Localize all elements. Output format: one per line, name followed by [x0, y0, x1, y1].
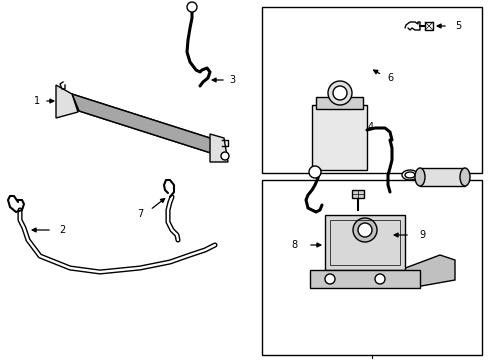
Ellipse shape — [459, 168, 469, 186]
Circle shape — [374, 274, 384, 284]
Bar — [309, 270, 419, 288]
Circle shape — [308, 166, 320, 178]
Polygon shape — [209, 134, 227, 162]
Bar — [325, 215, 404, 270]
Circle shape — [186, 2, 197, 12]
Bar — [329, 220, 399, 265]
Text: 6: 6 — [386, 73, 392, 83]
Circle shape — [352, 218, 376, 242]
Text: 1: 1 — [34, 96, 40, 106]
Bar — [351, 190, 363, 198]
Ellipse shape — [404, 172, 414, 178]
Bar — [424, 22, 432, 30]
Circle shape — [332, 86, 346, 100]
Bar — [311, 105, 366, 170]
Bar — [315, 97, 362, 109]
Text: 8: 8 — [290, 240, 296, 250]
Circle shape — [357, 223, 371, 237]
Polygon shape — [399, 255, 454, 288]
Bar — [419, 168, 464, 186]
Text: 2: 2 — [59, 225, 65, 235]
Polygon shape — [72, 94, 217, 155]
Circle shape — [221, 152, 228, 160]
Bar — [261, 7, 481, 173]
Text: 3: 3 — [228, 75, 235, 85]
Ellipse shape — [401, 170, 417, 180]
Text: 7: 7 — [137, 209, 143, 219]
Bar — [261, 180, 481, 355]
Text: 5: 5 — [454, 21, 460, 31]
Circle shape — [327, 81, 351, 105]
Text: 9: 9 — [418, 230, 424, 240]
Text: 4: 4 — [367, 122, 373, 132]
Polygon shape — [56, 85, 78, 118]
Circle shape — [325, 274, 334, 284]
Ellipse shape — [414, 168, 424, 186]
